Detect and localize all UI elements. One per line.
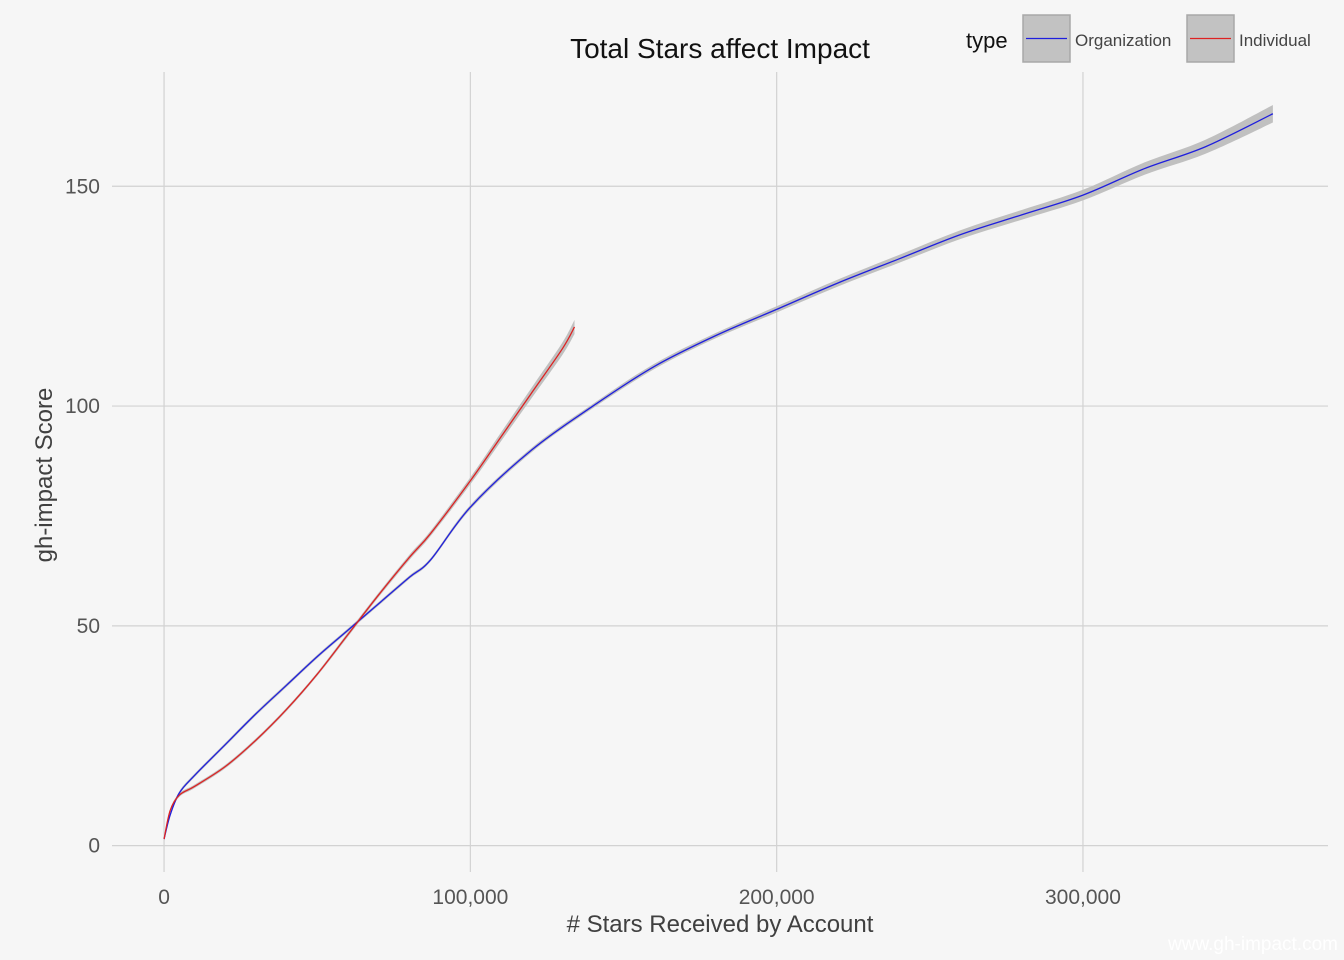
legend-label-individual: Individual [1239,31,1311,50]
series-line-layer [163,113,1274,840]
legend: type Organization Individual [966,14,1311,63]
x-tick-label: 100,000 [432,886,508,909]
watermark-text: www.gh-impact.com [1167,934,1338,955]
axis-layer: Total Stars affect Impact # Stars Receiv… [31,33,1121,938]
series-line-individual [163,326,576,840]
x-tick-label: 200,000 [739,886,815,909]
chart-title: Total Stars affect Impact [570,33,870,64]
y-tick-label: 0 [88,835,100,858]
grid-layer [112,72,1328,872]
series-line-organization [163,113,1274,840]
confidence-band-layer [164,104,1273,841]
y-tick-label: 50 [77,615,100,638]
y-axis-title: gh-impact Score [31,388,58,563]
y-tick-label: 100 [65,395,100,418]
x-tick-label: 300,000 [1045,886,1121,909]
confidence-band-organization [164,104,1273,841]
legend-label-organization: Organization [1075,31,1171,50]
x-tick-label: 0 [158,886,170,909]
legend-title: type [966,28,1008,53]
confidence-band-individual [164,319,575,841]
y-tick-label: 150 [65,175,100,198]
x-axis-title: # Stars Received by Account [567,911,874,938]
